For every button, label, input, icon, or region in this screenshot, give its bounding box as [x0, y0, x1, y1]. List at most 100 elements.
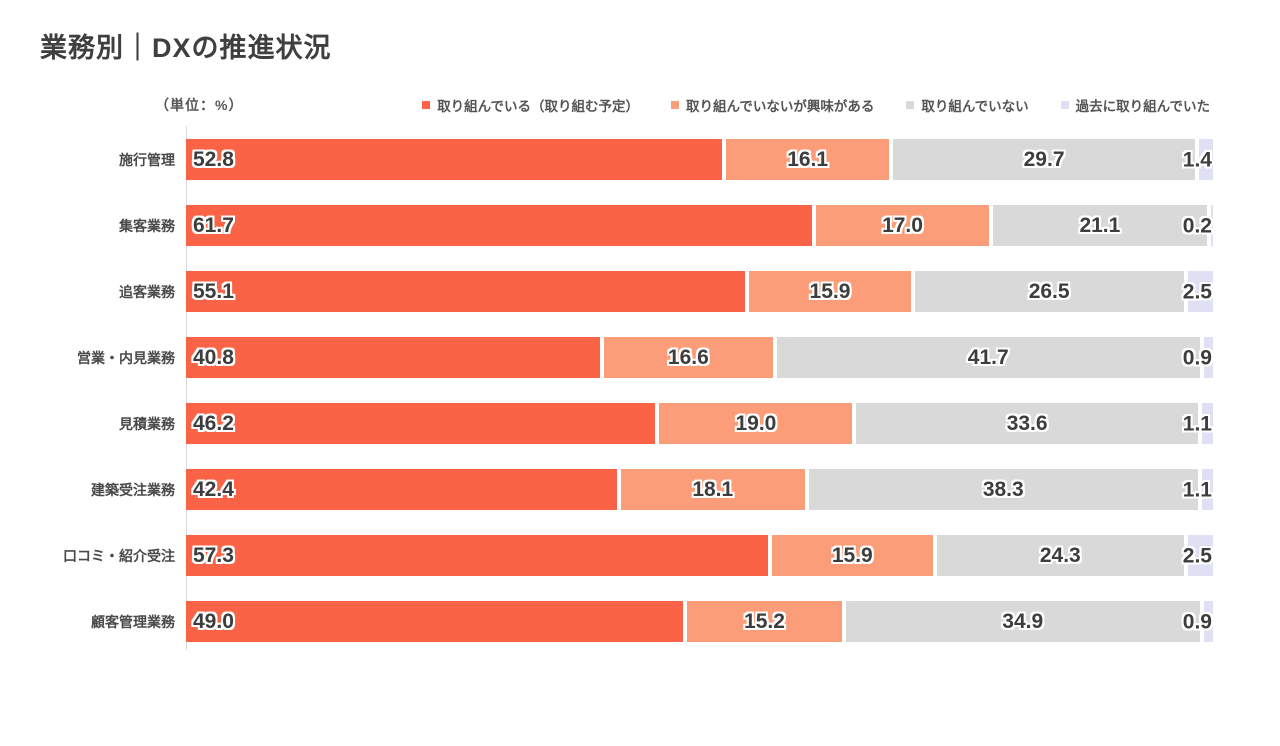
bar-segment-3: [1198, 139, 1213, 180]
bar-segment-3: [1203, 601, 1213, 642]
segment-value-last: 1.4: [1182, 148, 1212, 171]
category-label: 集客業務: [119, 217, 175, 234]
legend-item-1: 取り組んでいないが興味がある: [671, 95, 874, 115]
bar-segment-0: 42.4: [186, 469, 617, 510]
segment-value: 33.6: [1006, 412, 1048, 435]
category-label: 追客業務: [119, 283, 175, 300]
category-label: 建築受注業務: [91, 481, 175, 498]
segment-value: 15.9: [809, 280, 851, 303]
segment-value: 29.7: [1023, 148, 1065, 171]
bar-segment-2: 29.7: [893, 139, 1195, 180]
segment-value: 16.1: [787, 148, 829, 171]
segment-value: 15.2: [744, 610, 785, 633]
legend-label: 取り組んでいる（取り組む予定）: [437, 99, 640, 114]
bar-segment-2: 24.3: [936, 535, 1184, 576]
segment-value: 24.3: [1039, 544, 1081, 567]
segment-value-last: 1.1: [1182, 412, 1212, 435]
bar-segment-3: [1187, 271, 1213, 312]
segment-value: 57.3: [193, 544, 234, 567]
stacked-bar: 61.7 17.0 21.1 0.2: [186, 205, 1213, 246]
legend-marker-icon: [1060, 101, 1069, 109]
segment-value-last: 2.5: [1182, 544, 1212, 567]
legend-marker-icon: [422, 101, 431, 109]
bar-segment-3: [1210, 205, 1213, 246]
bar-segment-1: 18.1: [620, 469, 805, 510]
segment-value: 26.5: [1028, 280, 1070, 303]
segment-value: 55.1: [193, 280, 234, 303]
segment-value: 15.9: [831, 544, 873, 567]
bar-segment-1: 15.2: [687, 601, 842, 642]
legend-label: 過去に取り組んでいた: [1075, 99, 1210, 114]
bar-segment-3: [1201, 403, 1213, 444]
segment-value: 52.8: [193, 148, 234, 171]
chart-rows: 施行管理 52.8 16.1 29.7 1.4 集客業務 61.7 17.0 21.1 0.2 追客…: [40, 139, 1214, 642]
meta-row: （単位：%） 取り組んでいる（取り組む予定） 取り組んでいないが興味がある 取り組ん…: [155, 95, 1210, 115]
stacked-bar: 57.3 15.9 24.3 2.5: [186, 535, 1213, 576]
bar-segment-2: 34.9: [845, 601, 1200, 642]
segment-value: 38.3: [982, 478, 1024, 501]
chart-row: 顧客管理業務 49.0 15.2 34.9 0.9: [40, 601, 1213, 642]
bar-segment-2: 21.1: [992, 205, 1207, 246]
segment-value-last: 0.9: [1182, 346, 1212, 369]
bar-segment-1: 17.0: [816, 205, 989, 246]
bar-segment-2: 33.6: [856, 403, 1198, 444]
segment-value-last: 2.5: [1182, 280, 1212, 303]
bar-segment-0: 46.2: [186, 403, 656, 444]
stacked-bar: 52.8 16.1 29.7 1.4: [186, 139, 1213, 180]
segment-value: 40.8: [193, 346, 234, 369]
segment-value: 46.2: [193, 412, 234, 435]
bar-segment-1: 16.1: [725, 139, 890, 180]
category-label: 営業・内見業務: [77, 349, 175, 366]
segment-value: 16.6: [667, 346, 709, 369]
bar-segment-0: 55.1: [186, 271, 746, 312]
bar-segment-0: 52.8: [186, 139, 722, 180]
bar-segment-0: 49.0: [186, 601, 684, 642]
legend-item-0: 取り組んでいる（取り組む予定）: [422, 95, 639, 115]
category-label: 顧客管理業務: [91, 613, 175, 630]
segment-value: 18.1: [692, 478, 734, 501]
chart-row: 見積業務 46.2 19.0 33.6 1.1: [40, 403, 1213, 444]
stacked-bar: 46.2 19.0 33.6 1.1: [186, 403, 1213, 444]
legend-marker-icon: [906, 101, 915, 109]
chart-row: 営業・内見業務 40.8 16.6 41.7 0.9: [40, 337, 1213, 378]
segment-value: 49.0: [193, 610, 234, 633]
category-label: 施行管理: [119, 151, 175, 168]
page-title: 業務別｜DXの推進状況: [40, 33, 332, 63]
bar-segment-3: [1201, 469, 1214, 510]
chart-row: 施行管理 52.8 16.1 29.7 1.4: [40, 139, 1213, 180]
segment-value-last: 0.9: [1182, 610, 1212, 633]
segment-value: 17.0: [882, 214, 923, 237]
legend-label: 取り組んでいない: [921, 99, 1029, 114]
segment-value: 34.9: [1002, 610, 1044, 633]
segment-value: 41.7: [967, 346, 1009, 369]
stacked-bar-chart: 施行管理 52.8 16.1 29.7 1.4 集客業務 61.7 17.0 21.1 0.2 追客…: [40, 126, 1214, 650]
chart-row: 建築受注業務 42.4 18.1 38.3 1.1: [40, 469, 1214, 510]
chart-row: 集客業務 61.7 17.0 21.1 0.2: [40, 205, 1213, 246]
stacked-bar: 40.8 16.6 41.7 0.9: [186, 337, 1213, 378]
unit-label: （単位：%）: [155, 97, 244, 113]
bar-segment-0: 57.3: [186, 535, 768, 576]
bar-segment-3: [1187, 535, 1213, 576]
segment-value-last: 1.1: [1182, 478, 1212, 501]
y-axis-line: [186, 126, 187, 650]
bar-segment-2: 38.3: [808, 469, 1198, 510]
category-label: 見積業務: [119, 415, 175, 432]
bar-segment-2: 26.5: [914, 271, 1184, 312]
bar-segment-3: [1203, 337, 1213, 378]
stacked-bar: 42.4 18.1 38.3 1.1: [186, 469, 1214, 510]
bar-segment-2: 41.7: [776, 337, 1200, 378]
chart-row: 口コミ・紹介受注 57.3 15.9 24.3 2.5: [40, 535, 1213, 576]
legend: 取り組んでいる（取り組む予定） 取り組んでいないが興味がある 取り組んでいない 過去に…: [422, 95, 1210, 115]
segment-value: 61.7: [193, 214, 234, 237]
bar-segment-0: 61.7: [186, 205, 813, 246]
bar-segment-1: 15.9: [771, 535, 933, 576]
segment-value: 19.0: [735, 412, 777, 435]
segment-value: 21.1: [1079, 214, 1121, 237]
stacked-bar: 49.0 15.2 34.9 0.9: [186, 601, 1213, 642]
segment-value-last: 0.2: [1182, 214, 1212, 237]
segment-value: 42.4: [193, 478, 234, 501]
category-label: 口コミ・紹介受注: [63, 547, 175, 564]
bar-segment-1: 19.0: [659, 403, 853, 444]
legend-item-2: 取り組んでいない: [906, 95, 1029, 115]
legend-item-3: 過去に取り組んでいた: [1060, 95, 1210, 115]
